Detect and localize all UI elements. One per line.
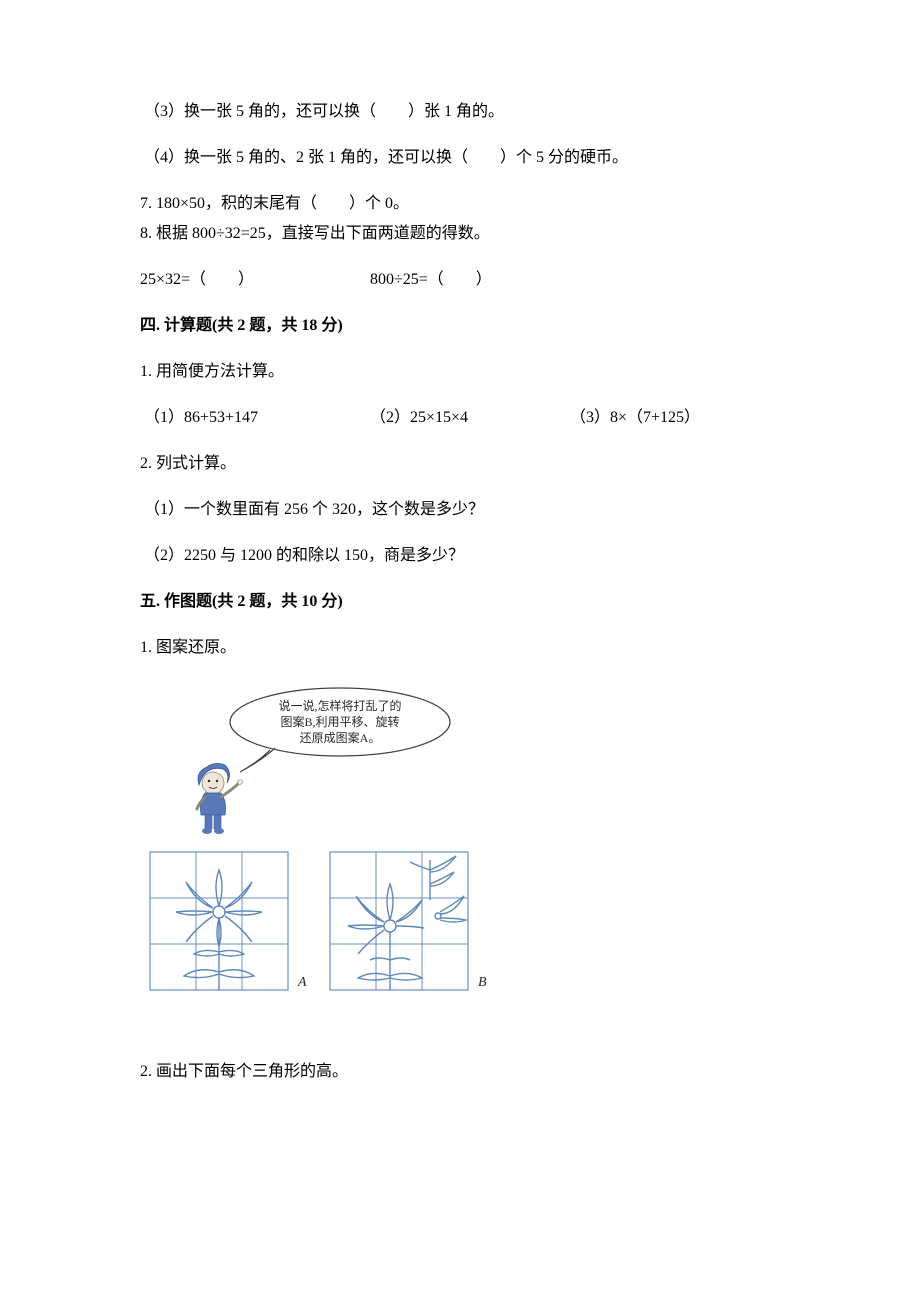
section-4-q2b: （2）2250 与 1200 的和除以 150，商是多少？ — [140, 544, 790, 568]
question-7: 7. 180×50，积的末尾有（ ）个 0。 — [140, 192, 790, 216]
question-8: 8. 根据 800÷32=25，直接写出下面两道题的得数。 — [140, 222, 790, 246]
bubble-text-2: 图案B,利用平移、旋转 — [280, 714, 399, 729]
question-8-equations: 25×32=（ ） 800÷25=（ ） — [140, 268, 790, 292]
pattern-diagram-svg: 说一说,怎样将打乱了的 图案B,利用平移、旋转 还原成图案A。 — [140, 682, 500, 1012]
section-4-q1-items: （1）86+53+147 （2）25×15×4 （3）8×（7+125） — [140, 406, 790, 430]
section-4-q1a: （1）86+53+147 — [140, 406, 370, 430]
cartoon-character-icon — [197, 763, 243, 834]
bubble-text-3: 还原成图案A。 — [300, 730, 381, 745]
section-4-q1: 1. 用简便方法计算。 — [140, 360, 790, 384]
question-8-eq2: 800÷25=（ ） — [370, 268, 570, 292]
section-5-header: 五. 作图题(共 2 题，共 10 分) — [140, 590, 790, 614]
pattern-diagram: 说一说,怎样将打乱了的 图案B,利用平移、旋转 还原成图案A。 — [140, 682, 790, 1020]
section-4-header: 四. 计算题(共 2 题，共 18 分) — [140, 314, 790, 338]
grid-b: B — [330, 852, 487, 990]
grid-a: A — [150, 852, 307, 990]
label-b: B — [478, 975, 487, 990]
question-3-4: （4）换一张 5 角的、2 张 1 角的，还可以换（ ）个 5 分的硬币。 — [140, 146, 790, 170]
section-5-q2: 2. 画出下面每个三角形的高。 — [140, 1060, 790, 1084]
section-5-q1: 1. 图案还原。 — [140, 636, 790, 660]
label-a: A — [297, 975, 307, 990]
section-4-q1c: （3）8×（7+125） — [570, 406, 700, 430]
section-4-q2: 2. 列式计算。 — [140, 452, 790, 476]
speech-bubble: 说一说,怎样将打乱了的 图案B,利用平移、旋转 还原成图案A。 — [230, 688, 450, 772]
question-3-3: （3）换一张 5 角的，还可以换（ ）张 1 角的。 — [140, 100, 790, 124]
section-4-q1b: （2）25×15×4 — [370, 406, 570, 430]
question-8-eq1: 25×32=（ ） — [140, 268, 370, 292]
section-4-q2a: （1）一个数里面有 256 个 320，这个数是多少？ — [140, 498, 790, 522]
bubble-text-1: 说一说,怎样将打乱了的 — [278, 698, 401, 713]
